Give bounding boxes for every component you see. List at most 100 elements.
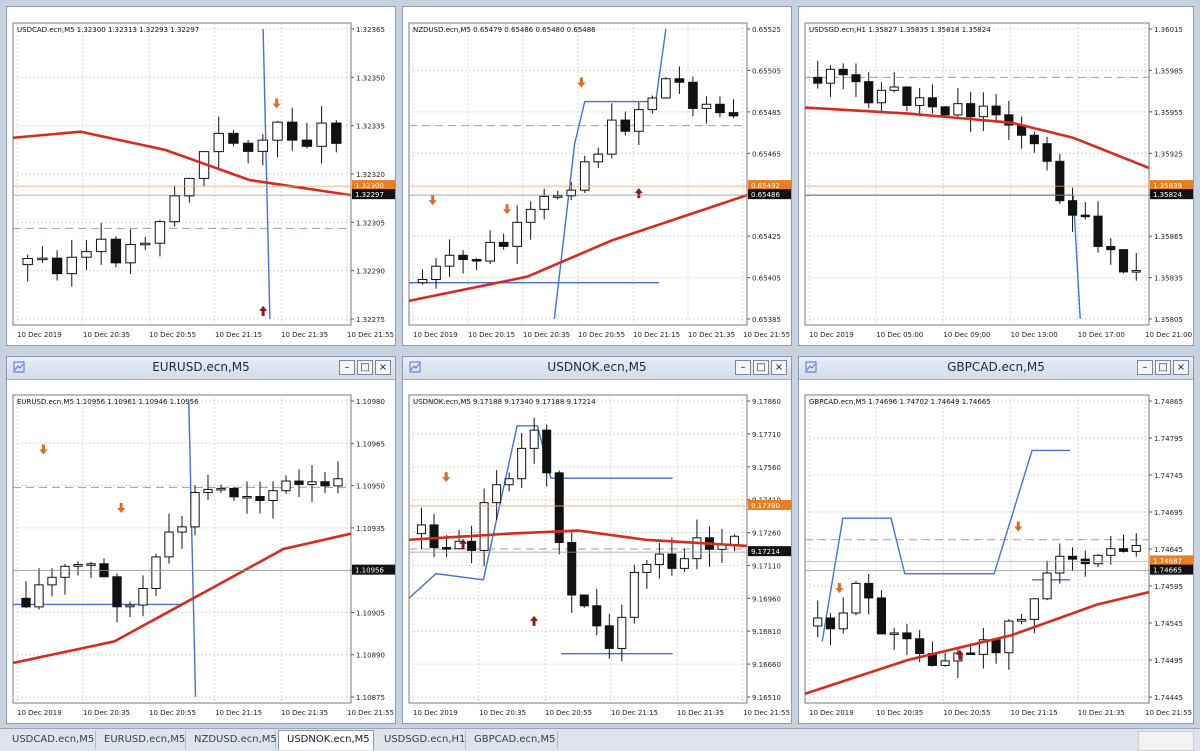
y-tick-label: 0.65425 <box>752 233 781 241</box>
close-button[interactable]: × <box>771 360 787 375</box>
buy-arrow-icon <box>459 538 468 549</box>
x-tick-label: 10 Dec 20:55 <box>578 331 625 339</box>
candle-body <box>66 256 77 275</box>
symbol-info: NZDUSD.ecn,M5 0.65479 0.65486 0.65480 0.… <box>413 26 596 34</box>
window-titlebar[interactable]: USDNOK.ecn,M5 – □ × <box>403 357 791 380</box>
candle-body <box>287 121 298 141</box>
chart-nzdusd[interactable]: 0.655250.655050.654850.654650.654450.654… <box>403 7 792 346</box>
chart-window-nzdusd[interactable]: 0.655250.655050.654850.654650.654450.654… <box>402 6 792 346</box>
chart-usdnok[interactable]: 9.178609.177109.175609.174109.172609.171… <box>403 379 792 724</box>
x-tick-label: 10 Dec 20:55 <box>149 709 196 717</box>
candle-body <box>34 584 44 608</box>
minimize-button[interactable]: – <box>1137 360 1153 375</box>
x-tick-label: 10 Dec 21:55 <box>743 709 790 717</box>
y-tick-label: 1.10950 <box>356 483 385 491</box>
chart-window-usdcad[interactable]: 1.32365 1.32350 1.32335 1.32320 1.32305 1.322… <box>6 6 396 346</box>
candle-body <box>228 132 239 144</box>
chart-usdcad[interactable]: 1.32365 1.32350 1.32335 1.32320 1.32305 1.322… <box>7 7 396 346</box>
price-tag-label: 1.32300 <box>355 182 384 190</box>
candle-body <box>301 139 313 147</box>
candle-body <box>915 638 925 655</box>
candle-body <box>902 86 912 106</box>
window-title: GBPCAD.ecn,M5 <box>947 360 1045 374</box>
x-tick-label: 10 Dec 20:35 <box>83 709 130 717</box>
tab-gbpcad[interactable]: GBPCAD.ecn,M5 <box>466 731 558 749</box>
candle-body <box>876 597 887 635</box>
tab-eurusd[interactable]: EURUSD.ecn,M5 <box>96 731 186 749</box>
moving-average-line <box>804 590 1150 695</box>
x-tick-label: 10 Dec 09:00 <box>943 331 990 339</box>
candle-body <box>728 112 739 117</box>
candle-body <box>647 97 658 111</box>
y-tick-label: 1.32305 <box>356 219 385 227</box>
symbol-info: USDNOK.ecn,M5 9.17188 9.17340 9.17188 9.… <box>413 398 596 406</box>
sell-arrow-icon <box>1014 521 1023 532</box>
tab-usdcad[interactable]: USDCAD.ecn,M5 <box>4 731 96 749</box>
minimize-button[interactable]: – <box>735 360 751 375</box>
y-tick-label: 0.65405 <box>752 275 781 283</box>
tab-usdnok[interactable]: USDNOK.ecn,M5 <box>278 730 374 750</box>
candle-body <box>838 612 848 630</box>
y-tick-label: 1.10965 <box>356 440 385 448</box>
x-tick-label: 10 Dec 21:55 <box>347 709 394 717</box>
chart-window-eurusd[interactable]: EURUSD.ecn,M5 – □ × 1.10980 1.10965 1.1095… <box>6 356 396 724</box>
candle-body <box>257 139 269 152</box>
window-titlebar[interactable]: GBPCAD.ecn,M5 – □ × <box>799 357 1193 380</box>
y-tick-label: 1.74695 <box>1154 509 1183 517</box>
x-tick-label: 10 Dec 21:55 <box>1145 709 1192 717</box>
candle-body <box>592 605 602 627</box>
restore-button[interactable]: □ <box>1155 360 1171 375</box>
candle-body <box>177 526 187 533</box>
close-button[interactable]: × <box>1173 360 1189 375</box>
y-tick-label: 9.17110 <box>752 562 781 570</box>
restore-button[interactable]: □ <box>357 360 373 375</box>
y-tick-label: 1.36015 <box>1154 26 1183 34</box>
candle-body <box>151 556 161 589</box>
tab-nzdusd[interactable]: NZDUSD.ecn,M5 <box>186 731 277 749</box>
restore-button[interactable]: □ <box>753 360 769 375</box>
chart-window-usdsgd[interactable]: 1.360151.359851.359551.359251.358951.358… <box>798 6 1194 346</box>
close-button[interactable]: × <box>375 360 391 375</box>
x-tick-label: 10 Dec 21:35 <box>688 331 735 339</box>
y-tick-label: 9.16660 <box>752 661 781 669</box>
candle-body <box>940 660 950 666</box>
chart-window-gbpcad[interactable]: GBPCAD.ecn,M5 – □ × 1.74865 1.74795 1.7474… <box>798 356 1194 724</box>
price-tag-label: 1.10956 <box>355 567 384 575</box>
indicator-line <box>188 401 197 697</box>
candle-body <box>688 81 698 109</box>
window-titlebar[interactable]: EURUSD.ecn,M5 – □ × <box>7 357 395 380</box>
candle-body <box>1093 554 1103 565</box>
x-tick-label: 10 Dec 17:00 <box>1078 331 1125 339</box>
candle-body <box>1017 618 1027 622</box>
x-tick-label: 10 Dec 20:35 <box>479 709 526 717</box>
candle-body <box>661 78 671 99</box>
candle-body <box>838 68 848 76</box>
candle-body <box>73 564 83 567</box>
candle-body <box>813 617 823 627</box>
minimize-button[interactable]: – <box>339 360 355 375</box>
x-tick-label: 10 Dec 2019 <box>413 709 458 717</box>
y-tick-label: 1.74865 <box>1154 398 1183 406</box>
y-tick-label: 1.10905 <box>356 609 385 617</box>
candle-body <box>467 540 477 551</box>
chart-usdsgd[interactable]: 1.360151.359851.359551.359251.358951.358… <box>799 7 1194 346</box>
sell-arrow-icon <box>117 502 126 513</box>
candle-body <box>991 639 1001 654</box>
symbol-info: GBPCAD.ecn,M5 1.74696 1.74702 1.74649 1.… <box>809 398 991 406</box>
indicator-line <box>553 28 667 320</box>
chart-eurusd[interactable]: 1.109801.109651.109501.109351.109201.109… <box>7 379 396 724</box>
window-title: EURUSD.ecn,M5 <box>152 360 250 374</box>
moving-average-line <box>12 532 352 665</box>
sell-arrow-icon <box>503 204 512 215</box>
y-tick-label: 1.32275 <box>356 316 385 324</box>
chart-window-usdnok[interactable]: USDNOK.ecn,M5 – □ × 9.17860 9.17710 9.1756… <box>402 356 792 724</box>
candle-body <box>579 594 589 607</box>
window-title: USDNOK.ecn,M5 <box>547 360 647 374</box>
chart-gbpcad[interactable]: 1.74865 1.74795 1.74745 1.74695 1.74645 1.745… <box>799 379 1194 724</box>
candle-body <box>953 103 963 116</box>
price-tag-label: 1.74687 <box>1153 557 1182 565</box>
y-tick-label: 0.65505 <box>752 67 781 75</box>
candle-body <box>876 89 887 104</box>
candle-body <box>864 582 874 599</box>
tab-usdsgd[interactable]: USDSGD.ecn,H1 <box>376 731 466 749</box>
